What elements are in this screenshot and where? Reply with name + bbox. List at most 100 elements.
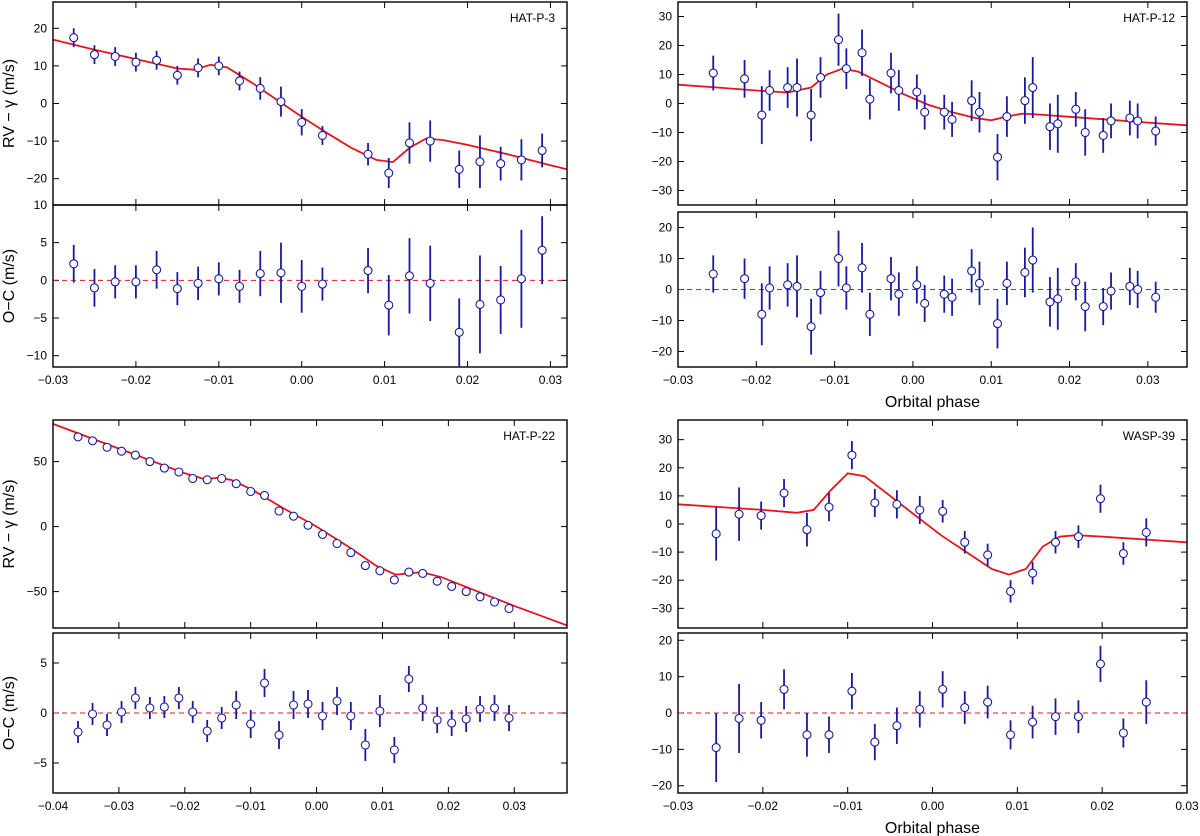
hat-p-22-rv-data-point	[489, 597, 500, 607]
wasp-39-oc-data-point	[824, 730, 834, 740]
hat-p-3-oc-y-tick-label: 10	[34, 198, 48, 212]
wasp-39-oc-y-tick-label: 0	[665, 706, 672, 720]
wasp-39-oc-data-point	[1073, 712, 1083, 722]
hat-p-3-oc-data-point	[475, 299, 485, 310]
hat-p-3-oc-data-point	[384, 300, 394, 310]
hat-p-22-oc-data-point	[432, 715, 442, 725]
hat-p-12-oc-data-point	[894, 289, 904, 299]
hat-p-3-rv-data-point	[255, 83, 265, 94]
hat-p-22-oc-x-tick-label: 0.02	[437, 799, 461, 813]
hat-p-22-rv-data-point	[404, 567, 414, 577]
wasp-39-rv-panel: −30 −20 −10 0 10 20 30 WASP-39	[652, 419, 1188, 629]
hat-p-12-rv-data-point	[894, 85, 904, 95]
hat-p-12-panel-title: HAT-P-12	[1123, 11, 1175, 25]
hat-p-12-rv-y-tick-label: −20	[652, 155, 673, 169]
hat-p-22-oc-data-point	[102, 720, 112, 730]
wasp-39-oc-data-point	[847, 686, 857, 696]
hat-p-22-rv-y-axis-title: RV − γ (m/s)	[1, 479, 18, 568]
hat-p-3-oc-data-point	[454, 327, 464, 337]
hat-p-3-oc-data-point	[69, 259, 79, 269]
hat-p-12-oc-data-point	[1053, 294, 1063, 304]
hat-p-12-rv-data-point	[1071, 104, 1081, 114]
hat-p-22-oc-data-point	[475, 704, 485, 714]
hat-p-12-rv-data-point	[1020, 96, 1030, 106]
hat-p-22-rv-data-point	[432, 576, 442, 586]
hat-p-22-oc-x-tick-label: −0.04	[38, 799, 69, 813]
hat-p-3-rv-data-point	[172, 70, 182, 80]
hat-p-3-oc-x-tick-label: 0.03	[539, 373, 563, 387]
hat-p-3-oc-y-tick-label: −5	[33, 311, 47, 325]
hat-p-12-oc-panel: −0.03 −0.02 −0.01 0.00 0.01 0.02 0.03 −20 −10 0 10…	[652, 211, 1188, 411]
wasp-39-oc-data-point	[938, 684, 948, 694]
wasp-39-rv-data-point	[983, 550, 993, 560]
hat-p-22-oc-data-point	[73, 727, 83, 737]
hat-p-12-rv-data-point	[886, 68, 896, 78]
hat-p-12-oc-data-point	[1106, 286, 1116, 296]
wasp-39-rv-model-curve	[678, 472, 1187, 576]
wasp-39-panel-title: WASP-39	[1123, 429, 1176, 443]
wasp-39-oc-data-point	[1005, 730, 1016, 740]
hat-p-12-rv-data-point	[1098, 130, 1108, 140]
hat-p-3-rv-model-curve	[53, 38, 567, 171]
hat-p-12-rv-data-point	[1002, 112, 1012, 122]
hat-p-12-oc-data-point	[792, 281, 802, 291]
wasp-39-oc-data-point	[960, 702, 970, 713]
hat-p-12-oc-data-point	[967, 266, 977, 276]
hat-p-22-rv-data-point	[217, 473, 227, 484]
hat-p-22-oc-data-point	[231, 700, 241, 710]
hat-p-22-rv-data-point	[159, 463, 169, 473]
hat-p-22-rv-data-point	[174, 467, 184, 477]
wasp-39-rv-data-point	[734, 509, 744, 519]
hat-p-3-oc-data-point	[214, 274, 224, 284]
hat-p-12-oc-frame	[677, 211, 1188, 368]
wasp-39-oc-data-point	[802, 730, 812, 740]
hat-p-12-rv-data-point	[974, 107, 985, 117]
hat-p-3-oc-frame	[52, 204, 568, 368]
hat-p-3-rv-data-point	[131, 57, 141, 67]
hat-p-12-rv-y-tick-label: 20	[659, 39, 673, 53]
hat-p-3-oc-data-point	[172, 284, 182, 294]
hat-p-22-oc-y-tick-label: 0	[40, 706, 47, 720]
hat-p-12-oc-data-point	[886, 274, 896, 284]
hat-p-3-rv-data-point	[276, 97, 286, 107]
hat-p-3-oc-data-point	[317, 279, 327, 289]
hat-p-22-rv-y-tick-label: 50	[34, 455, 48, 469]
hat-p-12-rv-data-point	[939, 107, 949, 117]
hat-p-12-rv-data-point	[1106, 116, 1116, 126]
hat-p-3-oc-data-point	[496, 295, 506, 305]
hat-p-12-oc-x-tick-label: −0.03	[663, 373, 694, 387]
hat-p-12-oc-data-point	[1045, 297, 1055, 307]
hat-p-3-rv-y-tick-label: −10	[27, 134, 48, 148]
wasp-39-rv-data-point	[1028, 568, 1038, 578]
hat-p-12-rv-y-tick-label: −30	[652, 184, 673, 198]
wasp-39-oc-data-point	[983, 697, 993, 707]
hat-p-3-oc-data-point	[404, 271, 415, 281]
wasp-39-oc-data-point	[1141, 697, 1151, 707]
hat-p-22-rv-data-point	[418, 568, 428, 578]
hat-p-3-rv-y-tick-label: 20	[34, 21, 48, 35]
hat-p-3-oc-data-point	[131, 277, 141, 287]
hat-p-22-rv-data-point	[360, 561, 370, 571]
hat-p-12-oc-x-axis-title: Orbital phase	[885, 394, 980, 411]
hat-p-22-rv-y-tick-label: −50	[27, 585, 48, 599]
wasp-39-rv-y-tick-label: 30	[659, 433, 673, 447]
hat-p-22-oc-data-point	[332, 696, 342, 706]
hat-p-22-rv-data-point	[504, 603, 514, 614]
hat-p-12-oc-x-tick-label: −0.02	[741, 373, 772, 387]
hat-p-12-rv-panel: −30 −20 −10 0 10 20 30 HAT-P-12	[652, 1, 1188, 206]
hat-p-3-rv-data-point	[363, 149, 373, 159]
hat-p-3-oc-data-point	[234, 281, 245, 291]
hat-p-12-rv-data-point	[806, 110, 816, 120]
hat-p-12-rv-data-point	[1045, 122, 1055, 132]
wasp-39-rv-data-point	[824, 502, 834, 512]
wasp-39-oc-x-tick-label: 0.01	[1006, 799, 1030, 813]
hat-p-12-oc-data-point	[783, 280, 793, 290]
wasp-39-rv-y-tick-label: −10	[652, 545, 673, 559]
hat-p-12-oc-data-point	[1002, 278, 1012, 288]
hat-p-22-rv-data-point	[389, 575, 399, 585]
hat-p-12-rv-data-point	[841, 64, 851, 74]
hat-p-3-oc-data-point	[537, 245, 547, 255]
hat-p-3-oc-x-tick-label: −0.03	[38, 373, 69, 387]
hat-p-3-oc-y-tick-label: 0	[40, 273, 47, 287]
hat-p-12-oc-data-point	[1098, 301, 1108, 312]
